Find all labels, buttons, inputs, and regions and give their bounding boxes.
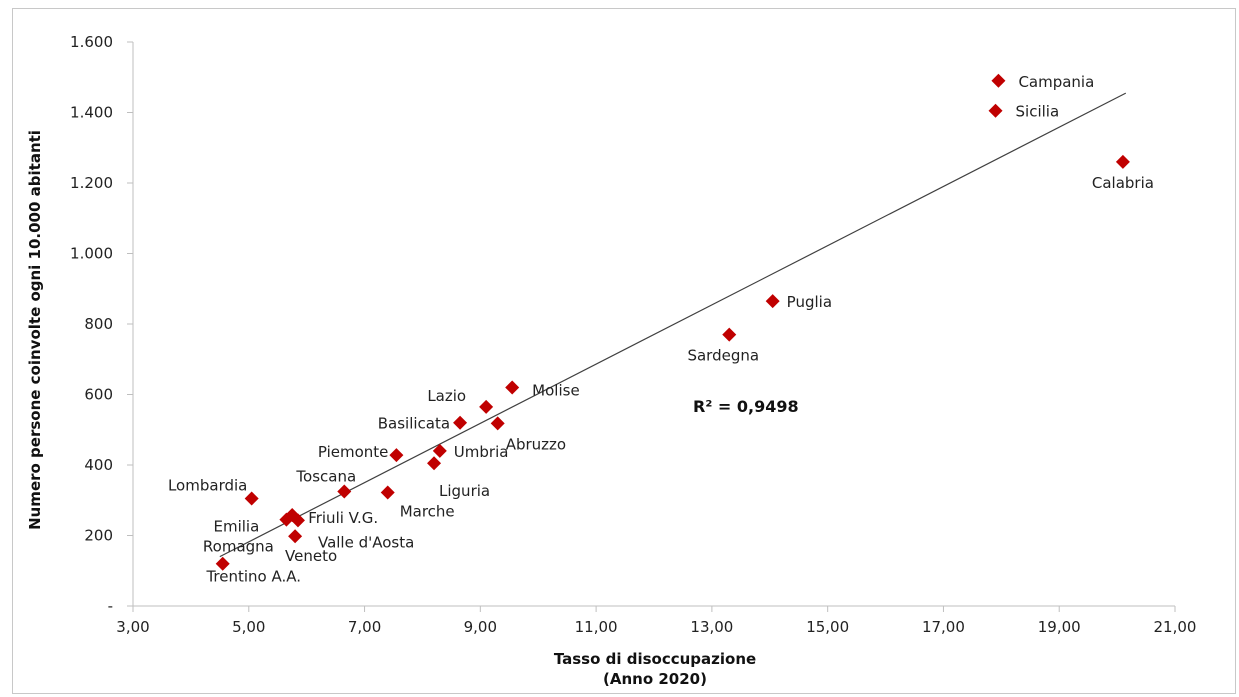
point-label: Liguria <box>439 482 490 500</box>
point-label: Calabria <box>1092 174 1154 192</box>
data-point <box>505 380 520 395</box>
data-point <box>389 448 404 463</box>
y-tick-label: 600 <box>84 386 113 404</box>
point-label: Toscana <box>295 467 356 485</box>
data-point <box>765 294 780 309</box>
x-axis-title-line2: (Anno 2020) <box>603 670 707 688</box>
data-points <box>215 73 1130 571</box>
data-point <box>722 327 737 342</box>
data-point <box>991 73 1006 88</box>
data-point <box>427 456 442 471</box>
data-point <box>432 443 447 458</box>
point-label: Piemonte <box>318 443 389 461</box>
y-tick-label: 200 <box>84 527 113 545</box>
x-tick-label: 19,00 <box>1038 618 1081 636</box>
point-label: Emilia Romagna <box>203 518 274 556</box>
y-tick-label: 1.400 <box>70 104 113 122</box>
point-labels: Campania Sicilia Calabria Puglia Sardegna Mol… <box>168 73 1154 586</box>
data-point <box>453 415 468 430</box>
point-label: Sicilia <box>1016 103 1060 121</box>
point-label: Campania <box>1018 73 1094 91</box>
data-point <box>1115 154 1130 169</box>
data-point <box>479 399 494 414</box>
y-tick-label: 400 <box>84 456 113 474</box>
data-point <box>279 512 294 527</box>
x-tick-label: 11,00 <box>575 618 618 636</box>
data-point <box>380 485 395 500</box>
point-label: Valle d'Aosta <box>318 533 414 551</box>
data-point <box>490 416 505 431</box>
point-label: Abruzzo <box>506 435 566 453</box>
data-point <box>337 484 352 499</box>
y-tick-label: 1.000 <box>70 245 113 263</box>
point-label: Trentino A.A. <box>205 568 301 586</box>
x-tick-label: 15,00 <box>806 618 849 636</box>
point-label: Marche <box>400 502 455 520</box>
tick-labels: 3,00 5,00 7,00 9,00 11,00 13,00 15,00 17,00 19,0… <box>70 33 1196 636</box>
trendline <box>219 92 1127 558</box>
point-label: Veneto <box>285 547 337 565</box>
x-tick-label: 17,00 <box>922 618 965 636</box>
point-label: Basilicata <box>378 415 450 433</box>
x-tick-label: 9,00 <box>464 618 497 636</box>
x-tick-label: 21,00 <box>1154 618 1197 636</box>
point-label: Sardegna <box>687 347 759 365</box>
point-label: Friuli V.G. <box>308 509 378 527</box>
data-point <box>988 103 1003 118</box>
point-label: Puglia <box>787 293 832 311</box>
y-axis-title: Numero persone coinvolte ogni 10.000 abi… <box>26 130 44 530</box>
trendline-group <box>219 92 1127 558</box>
y-tick-label: 1.200 <box>70 174 113 192</box>
x-tick-label: 5,00 <box>232 618 265 636</box>
x-tick-label: 13,00 <box>690 618 733 636</box>
y-tick-label: 1.600 <box>70 33 113 51</box>
data-point <box>215 556 230 571</box>
data-point <box>244 491 259 506</box>
r-squared-label: R² = 0,9498 <box>693 397 799 416</box>
point-label: Molise <box>532 381 580 399</box>
data-point <box>290 513 305 528</box>
x-axis-title-line1: Tasso di disoccupazione <box>554 650 756 668</box>
x-tick-label: 3,00 <box>116 618 149 636</box>
chart-frame <box>12 8 1236 694</box>
point-label: Lombardia <box>168 476 247 494</box>
point-label: Umbria <box>454 443 509 461</box>
x-tick-label: 7,00 <box>348 618 381 636</box>
y-tick-label: 800 <box>84 315 113 333</box>
point-label: Lazio <box>427 387 466 405</box>
data-point <box>288 529 303 544</box>
y-tick-label: - <box>108 597 113 615</box>
